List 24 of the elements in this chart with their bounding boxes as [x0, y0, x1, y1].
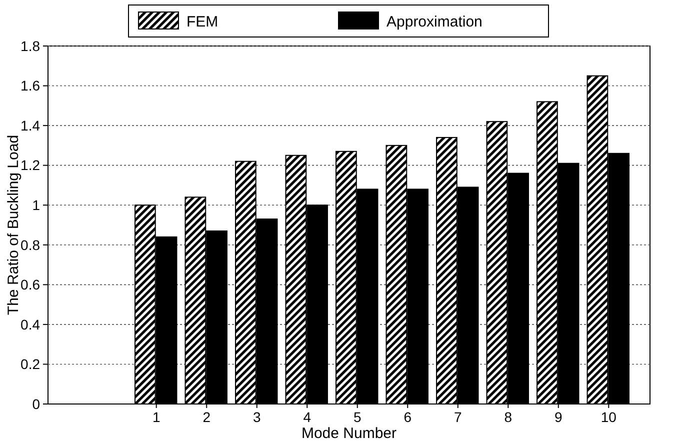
x-tick-label: 6	[404, 409, 412, 425]
legend-label: FEM	[186, 13, 218, 30]
y-tick-label: 1	[32, 197, 40, 214]
legend-label: Approximation	[386, 13, 482, 30]
y-tick-label: 0	[32, 396, 40, 412]
y-tick-label: 1.2	[20, 157, 40, 174]
x-tick-label: 4	[303, 409, 312, 425]
x-axis-title: Mode Number	[301, 425, 397, 442]
x-tick-label: 3	[252, 409, 261, 425]
y-tick-label: 1.6	[20, 78, 40, 94]
y-tick-label: 0.8	[20, 236, 40, 253]
x-tick-label: 9	[554, 409, 562, 425]
x-tick-label: 8	[504, 409, 512, 425]
x-tick-label: 2	[202, 409, 211, 425]
x-tick-label: 1	[152, 409, 160, 425]
x-tick-label: 5	[353, 409, 362, 425]
y-tick-label: 0.4	[20, 316, 40, 332]
x-tick-label: 10	[600, 409, 617, 425]
y-tick-label: 1.4	[20, 117, 40, 134]
y-axis-title: The Ratio of Buckling Load	[5, 134, 22, 316]
y-tick-label: 0.6	[20, 276, 40, 293]
y-tick-label: 0.2	[20, 356, 40, 372]
x-tick-label: 7	[454, 409, 462, 425]
y-tick-label: 1.8	[20, 38, 40, 54]
